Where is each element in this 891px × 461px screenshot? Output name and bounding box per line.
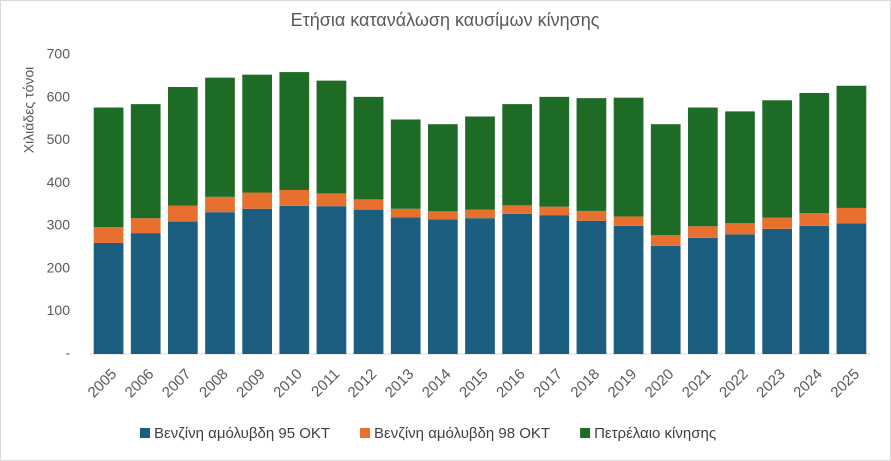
y-tick-label: 600 [47,88,71,104]
bar-segment [428,219,458,354]
bar-segment [279,189,310,206]
legend-text: Βενζίνη αμόλυβδη 95 ΟΚΤ [154,425,330,442]
bar-segment [762,228,792,354]
y-tick-label: 100 [47,302,71,318]
bar-segment [650,235,681,246]
legend-swatch [360,428,371,438]
bar-segment [799,213,830,226]
y-tick-label: 500 [47,131,71,147]
bar-segment [502,205,532,214]
bar-segment [205,212,235,354]
bar-segment [762,217,792,229]
bar-segment [502,104,532,206]
bar-segment [688,107,718,227]
bar-segment [613,225,644,354]
bar-segment [168,221,198,354]
bar-segment [576,220,607,354]
bar-segment [576,98,607,211]
bar-segment [353,209,384,354]
bar-segment [799,225,830,354]
bar-segment [650,124,681,236]
bar-segment [353,199,384,210]
y-tick-label: 300 [47,217,71,233]
bar-segment [836,85,867,208]
bar-segment [242,74,272,193]
bar-segment [242,192,272,209]
y-tick-label: 400 [47,174,71,190]
bar-segment [279,205,310,354]
chart-title: Ετήσια κατανάλωση καυσίμων κίνησης [291,10,600,30]
bar-segment [93,107,124,228]
bar-segment [316,193,347,207]
bar-segment [130,233,161,354]
bar-segment [316,206,347,354]
bar-segment [465,218,495,354]
legend-text: Πετρέλαιο κίνησης [594,425,716,442]
y-tick-label: - [65,345,70,361]
bar-segment [613,216,644,226]
bar-segment [130,104,161,219]
bar-segment [688,226,718,238]
bar-segment [613,97,644,217]
bar-segment [539,206,570,216]
bar-segment [688,237,718,354]
bar-segment [316,80,347,194]
bar-segment [539,96,570,207]
bar-segment [390,208,421,218]
bar-segment [353,96,384,200]
bar-segment [539,215,570,354]
bar-segment [725,234,755,354]
y-tick-label: 200 [47,259,71,275]
bar-segment [279,72,310,190]
bar-segment [650,245,681,354]
bar-segment [502,213,532,354]
bar-segment [93,242,124,354]
bar-segment [836,207,867,224]
bar-segment [725,111,755,224]
bar-segment [725,223,755,235]
bar-segment [168,205,198,222]
bar-segment [799,93,830,214]
bar-segment [93,227,124,243]
bar-segment [168,87,198,206]
bar-segment [576,210,607,221]
bar-segment [762,100,792,218]
bar-segment [390,217,421,354]
legend-swatch [580,428,591,438]
bar-segment [390,119,421,209]
bar-segment [205,196,235,213]
bar-segment [242,208,272,354]
bar-segment [836,223,867,354]
y-tick-label: 700 [47,46,71,62]
y-axis-label: Χιλιάδες τόνοι [21,67,37,154]
bar-segment [465,116,495,210]
bar-segment [428,211,458,220]
legend-text: Βενζίνη αμόλυβδη 98 ΟΚΤ [374,425,550,442]
bar-segment [205,77,235,197]
bar-segment [465,209,495,219]
bar-segment [130,218,161,234]
bar-segment [428,124,458,212]
legend-swatch [140,428,150,438]
